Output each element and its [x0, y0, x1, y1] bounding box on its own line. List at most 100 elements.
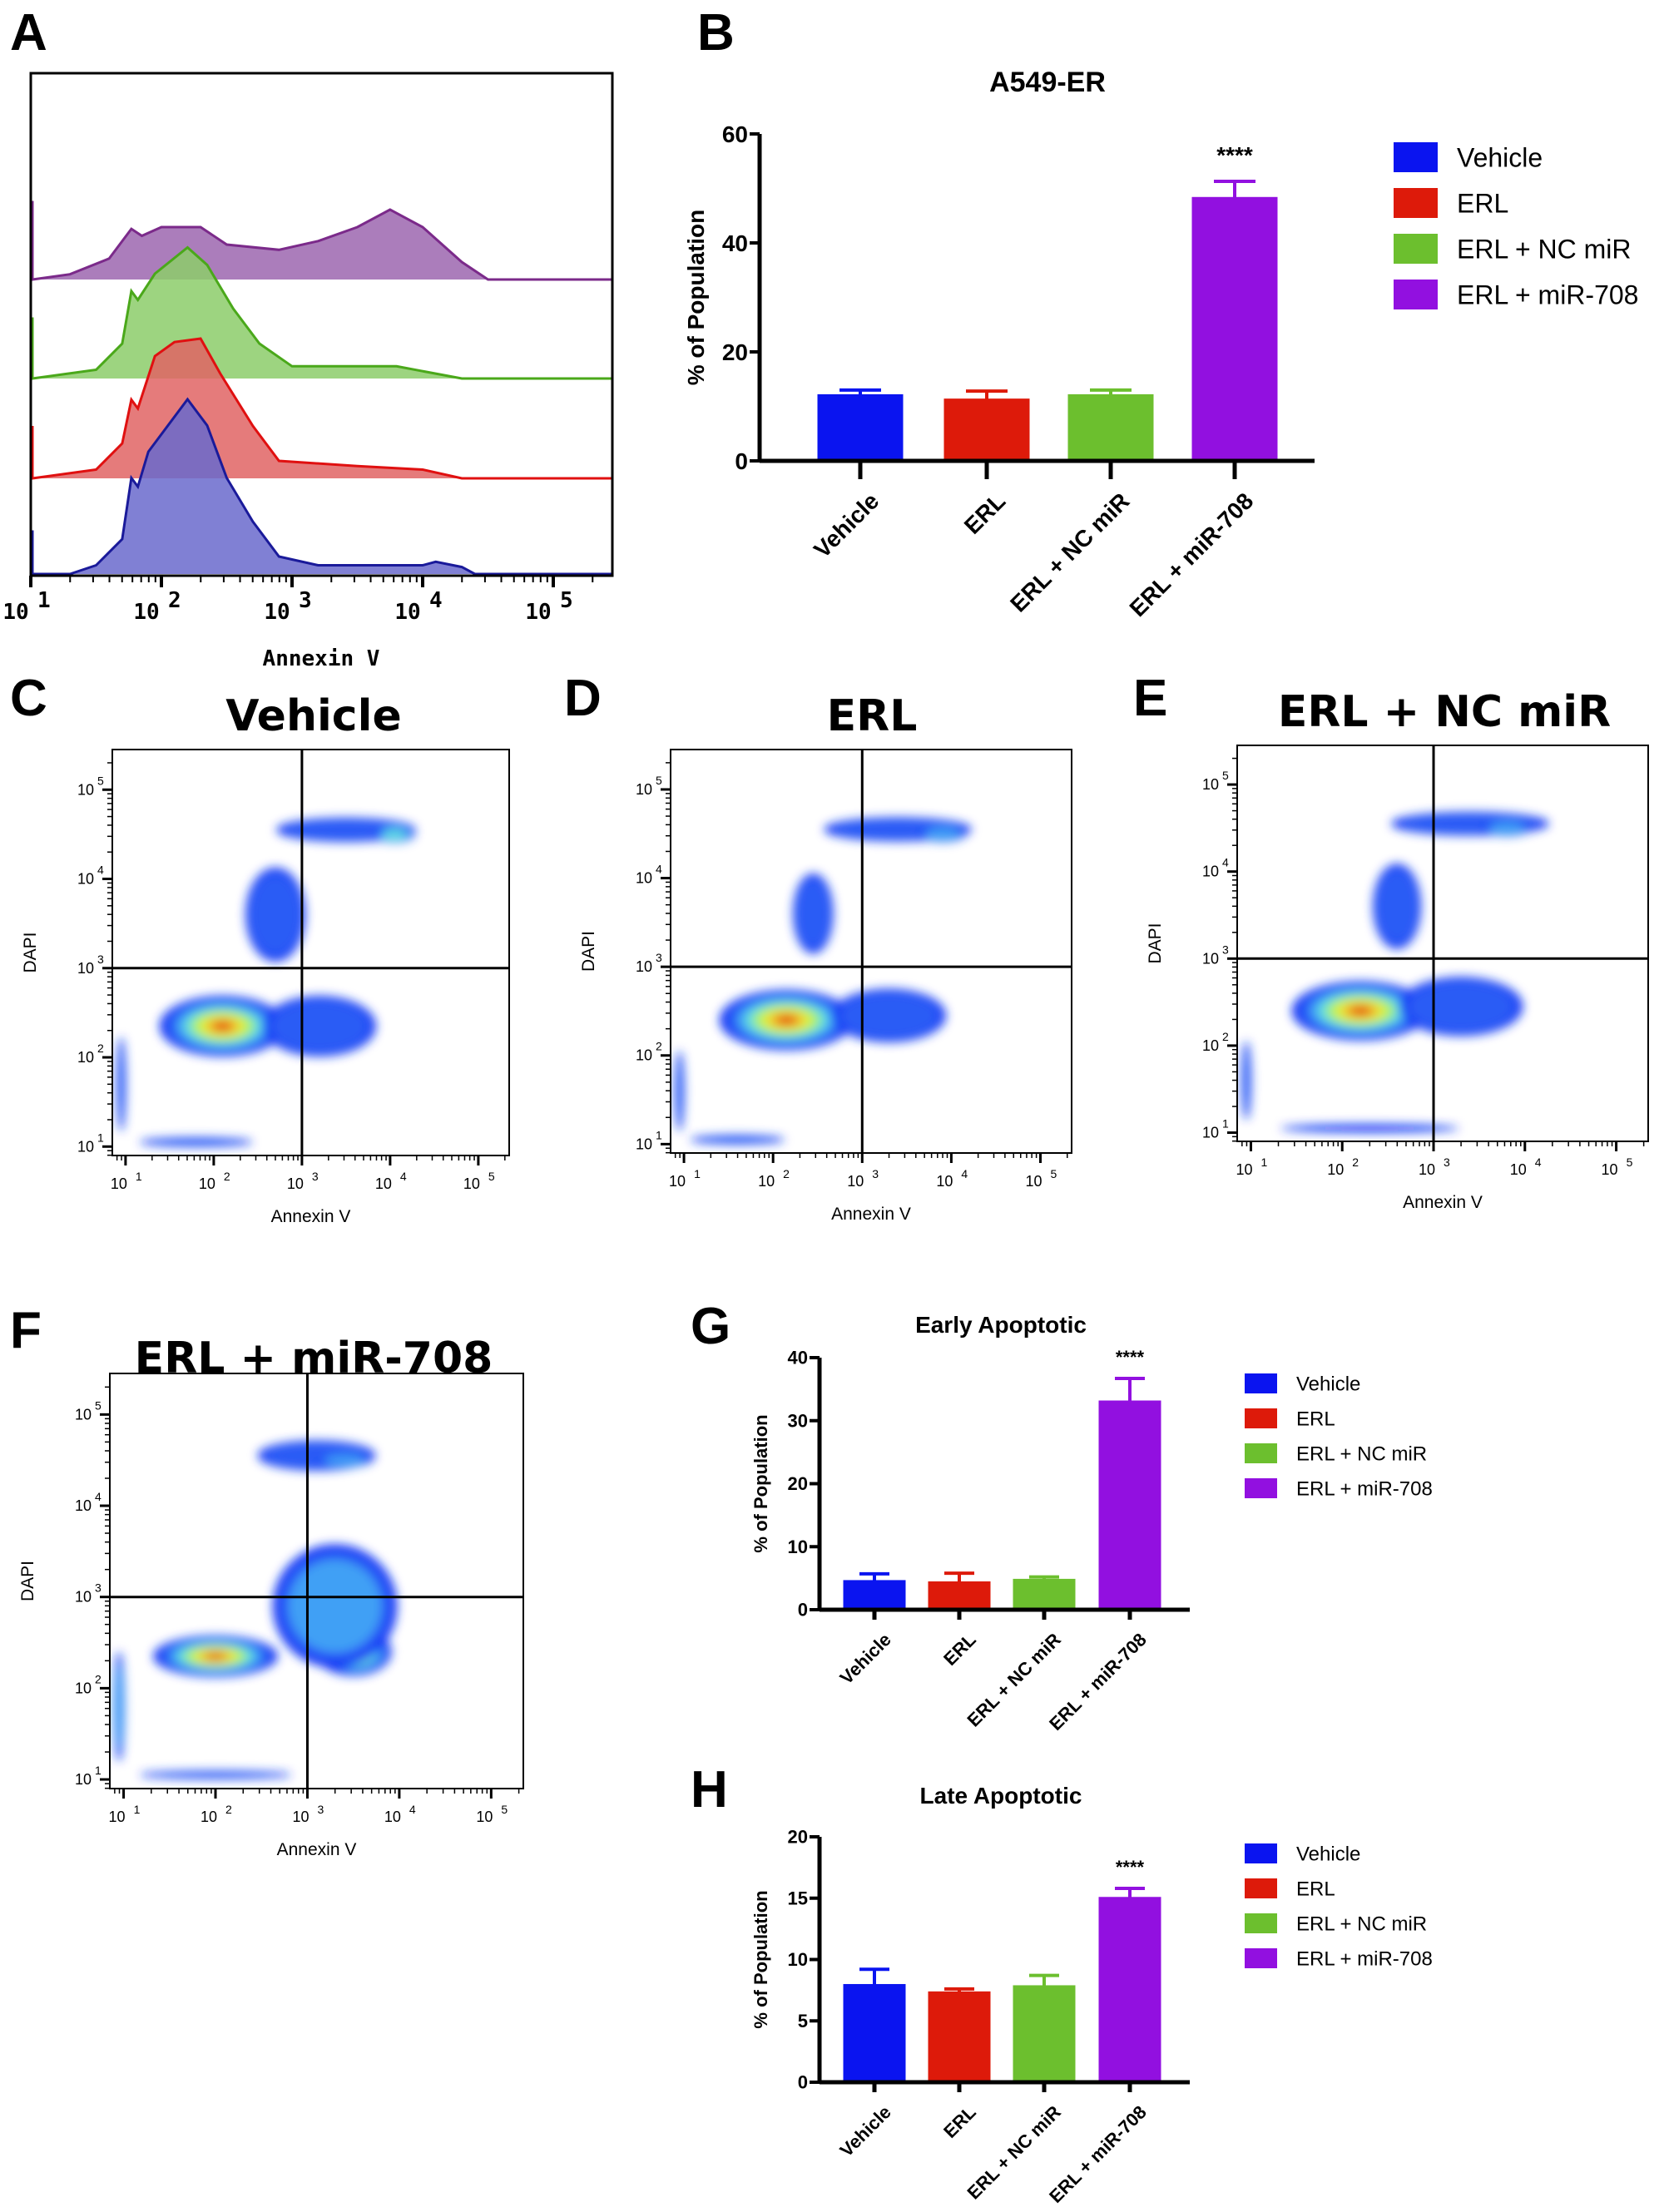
bar	[928, 1991, 991, 2084]
density-contour	[323, 1455, 365, 1466]
density-contour	[1351, 1007, 1369, 1015]
legend-label: Vehicle	[1457, 143, 1543, 173]
chart-title: A549-ER	[989, 67, 1106, 98]
y-axis-label: % of Population	[750, 1890, 771, 2028]
y-tick-label: 10	[77, 871, 94, 888]
x-tick-exponent: 1	[1260, 1155, 1267, 1169]
panel-label-e: E	[1133, 670, 1167, 727]
y-tick-label: 40	[788, 1348, 808, 1368]
significance-marker: ****	[1116, 1857, 1145, 1878]
y-tick-exponent: 3	[656, 951, 662, 964]
x-tick-label: 10	[394, 600, 420, 625]
x-tick-label: 10	[111, 1175, 127, 1192]
legend-label: ERL + miR-708	[1296, 1478, 1433, 1501]
density-contour	[146, 1137, 245, 1146]
legend-swatch	[1245, 1878, 1277, 1898]
x-tick-exponent: 1	[136, 1170, 142, 1183]
x-tick-label: 10	[264, 600, 290, 625]
y-tick-exponent: 3	[95, 1581, 102, 1595]
density-contour	[116, 1042, 126, 1126]
chart-title: Late Apoptotic	[920, 1783, 1082, 1809]
y-tick-label: 5	[798, 2011, 808, 2031]
legend-swatch	[1245, 1913, 1277, 1933]
x-tick-label: Vehicle	[836, 2101, 895, 2160]
y-tick-exponent: 1	[95, 1764, 102, 1777]
x-tick-exponent: 4	[429, 588, 443, 613]
y-tick-exponent: 5	[1222, 769, 1229, 782]
panel-label-g: G	[691, 1298, 730, 1355]
legend-swatch	[1245, 1843, 1277, 1863]
bar	[1098, 1897, 1161, 2084]
y-tick-exponent: 4	[656, 863, 662, 876]
legend-swatch	[1245, 1408, 1277, 1428]
y-tick-label: 10	[636, 1047, 652, 1064]
x-tick-exponent: 1	[37, 588, 51, 613]
legend-swatch	[1245, 1948, 1277, 1968]
legend-swatch	[1394, 280, 1438, 309]
y-tick-label: 10	[75, 1589, 92, 1606]
legend-label: ERL	[1457, 189, 1508, 219]
y-tick-label: 10	[75, 1406, 92, 1423]
plot-frame	[1236, 745, 1649, 1142]
x-tick-exponent: 4	[409, 1803, 416, 1816]
panel-label-a: A	[10, 4, 47, 62]
bar	[1013, 1578, 1076, 1611]
density-contour	[149, 1771, 282, 1779]
x-tick-label: 10	[758, 1173, 775, 1190]
panel-label-b: B	[697, 4, 735, 62]
x-tick-label: 10	[1602, 1161, 1618, 1178]
x-tick-label: 10	[525, 600, 551, 625]
x-tick-label: 10	[375, 1175, 392, 1192]
histogram-fill-3	[31, 399, 612, 574]
x-tick-exponent: 2	[168, 588, 181, 613]
x-tick-exponent: 4	[1535, 1155, 1542, 1169]
y-tick-label: 10	[75, 1771, 92, 1788]
y-axis-label: DAPI	[21, 932, 40, 972]
density-contour	[1488, 822, 1525, 834]
bar	[943, 398, 1030, 463]
y-tick-label: 0	[735, 448, 748, 474]
chart-title: Early Apoptotic	[915, 1312, 1087, 1338]
density-layer	[116, 818, 416, 1147]
x-tick-exponent: 3	[312, 1170, 319, 1183]
density-contour	[675, 1056, 684, 1126]
legend-label: ERL	[1296, 1878, 1335, 1901]
x-tick-label: 10	[287, 1175, 304, 1192]
density-contour	[215, 1022, 230, 1031]
bar-chart-h: Late Apoptotic % of Population Vehicle ERL E…	[750, 1783, 1433, 2207]
y-tick-exponent: 1	[97, 1131, 104, 1144]
x-tick-exponent: 5	[560, 588, 573, 613]
y-tick-label: 10	[77, 1138, 94, 1155]
y-tick-exponent: 4	[95, 1490, 102, 1503]
density-contour	[1407, 980, 1515, 1032]
x-tick-exponent: 5	[501, 1803, 508, 1816]
x-tick-label: Vehicle	[809, 487, 884, 562]
y-tick-exponent: 4	[97, 864, 104, 877]
x-tick-exponent: 2	[224, 1170, 230, 1183]
y-tick-label: 10	[636, 958, 652, 975]
y-axis-label: DAPI	[1146, 923, 1165, 963]
density-layer	[113, 1440, 398, 1779]
y-axis-label: DAPI	[579, 931, 598, 972]
x-tick-label: 10	[384, 1809, 401, 1825]
legend-swatch	[1394, 188, 1438, 218]
y-tick-label: 10	[636, 781, 652, 798]
panel-label-c: C	[10, 670, 47, 727]
y-tick-label: 40	[722, 230, 748, 256]
x-tick-label: 10	[1025, 1173, 1042, 1190]
x-tick-label: 10	[1419, 1161, 1435, 1178]
y-tick-label: 0	[798, 2072, 808, 2093]
y-tick-exponent: 3	[97, 953, 104, 966]
legend-label: ERL + NC miR	[1296, 1443, 1427, 1466]
y-tick-exponent: 3	[1222, 943, 1229, 956]
density-contour	[207, 1653, 224, 1660]
x-tick-label: ERL + miR-708	[1125, 487, 1259, 621]
legend-label: ERL + NC miR	[1296, 1913, 1427, 1936]
x-tick-label: 10	[292, 1809, 309, 1825]
legend-label: ERL + NC miR	[1457, 235, 1632, 265]
plot-frame	[111, 749, 510, 1156]
y-tick-label: 30	[788, 1410, 808, 1431]
x-axis-label: Annexin V	[277, 1840, 357, 1859]
legend-swatch	[1245, 1478, 1277, 1498]
